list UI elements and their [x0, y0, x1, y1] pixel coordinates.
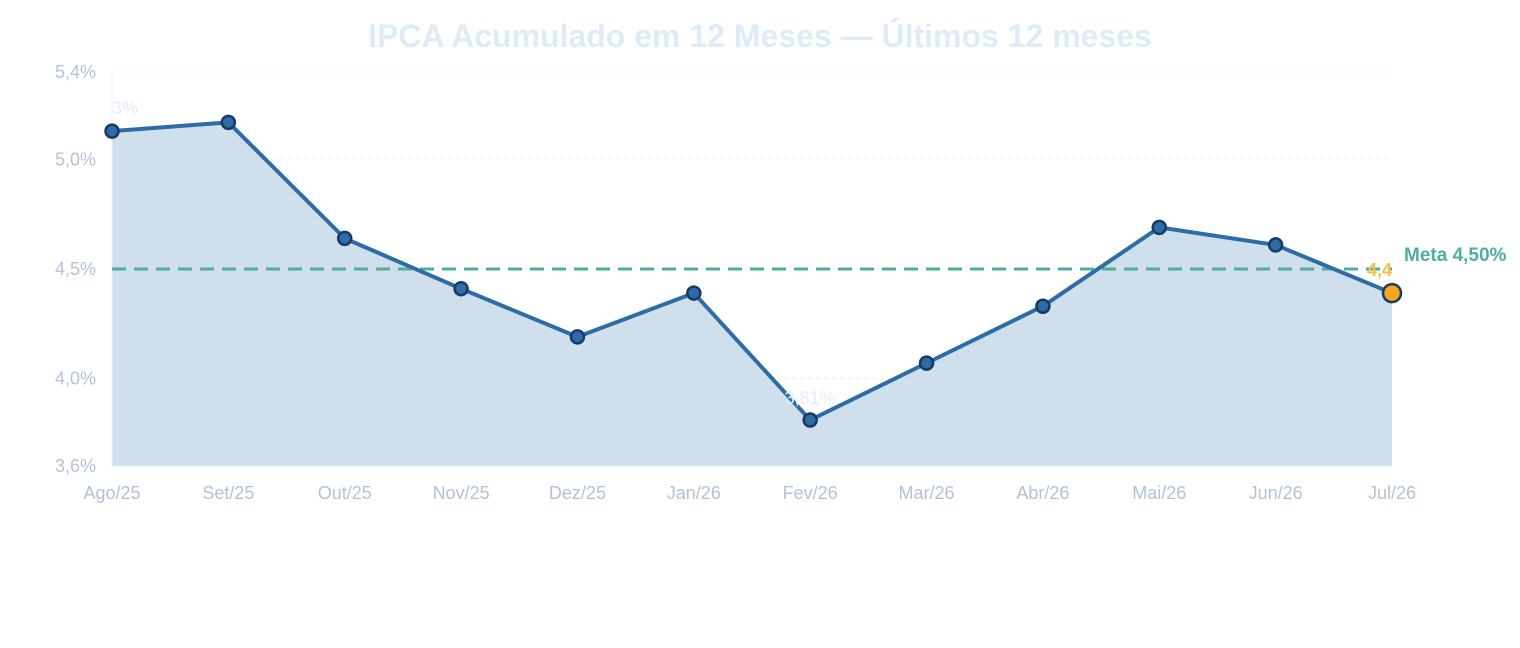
x-tick-label: Abr/26 [1016, 483, 1069, 503]
highlight-point [1381, 282, 1403, 304]
markers-layer [104, 114, 1403, 428]
data-label: 3,81% [785, 388, 836, 408]
x-tick-label: Set/25 [202, 483, 254, 503]
data-point [1035, 298, 1051, 314]
x-tick-label: Mai/26 [1132, 483, 1186, 503]
area-fill [112, 122, 1392, 466]
x-tick-label: Jan/26 [667, 483, 721, 503]
data-point [220, 114, 237, 131]
data-point [453, 280, 469, 297]
series-line [110, 120, 1394, 423]
data-point [336, 230, 353, 247]
series-line-layer [110, 120, 1394, 423]
y-tick-label: 5,4% [55, 62, 96, 82]
y-tick-label: 4,0% [55, 368, 96, 388]
data-point [802, 412, 818, 428]
data-point [1151, 219, 1168, 236]
x-tick-label: Ago/25 [83, 483, 140, 503]
data-label: 4,4 [1367, 260, 1392, 280]
chart-title: IPCA Acumulado em 12 Meses — Últimos 12 … [368, 18, 1152, 54]
data-point [686, 285, 702, 301]
x-tick-label: Nov/25 [433, 483, 490, 503]
reference-line-layer: Meta 4,50% [112, 245, 1507, 271]
area-fill-layer [112, 122, 1392, 466]
x-tick-label: Jun/26 [1249, 483, 1303, 503]
x-tick-label: Fev/26 [783, 483, 838, 503]
x-tick-label: Mar/26 [899, 483, 955, 503]
y-tick-labels: 5,4% 5,0% 4,5% 4,0% 3,6% [55, 62, 96, 476]
data-point [569, 329, 586, 345]
data-point [1267, 237, 1284, 253]
x-tick-label: Dez/25 [549, 483, 606, 503]
y-tick-label: 5,0% [55, 150, 96, 170]
x-tick-label: Jul/26 [1368, 483, 1416, 503]
y-tick-label: 4,5% [55, 259, 96, 279]
data-label: 3% [112, 98, 138, 118]
x-tick-label: Out/25 [318, 483, 372, 503]
data-point [918, 355, 935, 371]
data-point [104, 123, 120, 139]
y-tick-label: 3,6% [55, 456, 96, 476]
x-tick-labels: Ago/25 Set/25 Out/25 Nov/25 Dez/25 Jan/26 Fev/… [83, 483, 1416, 503]
reference-line-label: Meta 4,50% [1404, 245, 1507, 266]
data-labels-layer: 3% 3,81% 4,4 [112, 98, 1392, 408]
